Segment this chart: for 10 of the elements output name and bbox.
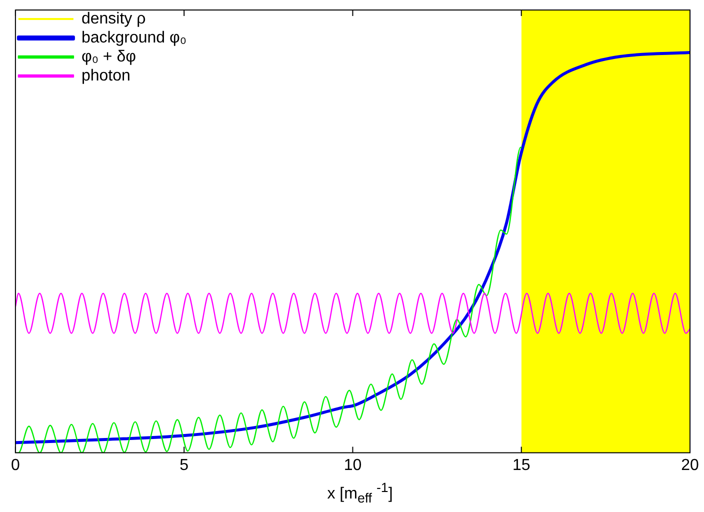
x-axis-title: x [m$_{eff}$ $^{-1}$]	[326, 480, 394, 506]
x-tick-label: 20	[681, 456, 699, 474]
x-tick-label: 0	[10, 456, 20, 474]
x-tick-label: 5	[180, 456, 189, 474]
x-tick-label: 10	[344, 456, 362, 474]
legend-label: φ₀ + δφ	[81, 48, 136, 66]
legend-label: background φ₀	[81, 29, 187, 46]
x-tick-label: 15	[512, 456, 530, 474]
legend-label: density ρ	[81, 10, 146, 28]
legend-label: photon	[81, 67, 130, 84]
